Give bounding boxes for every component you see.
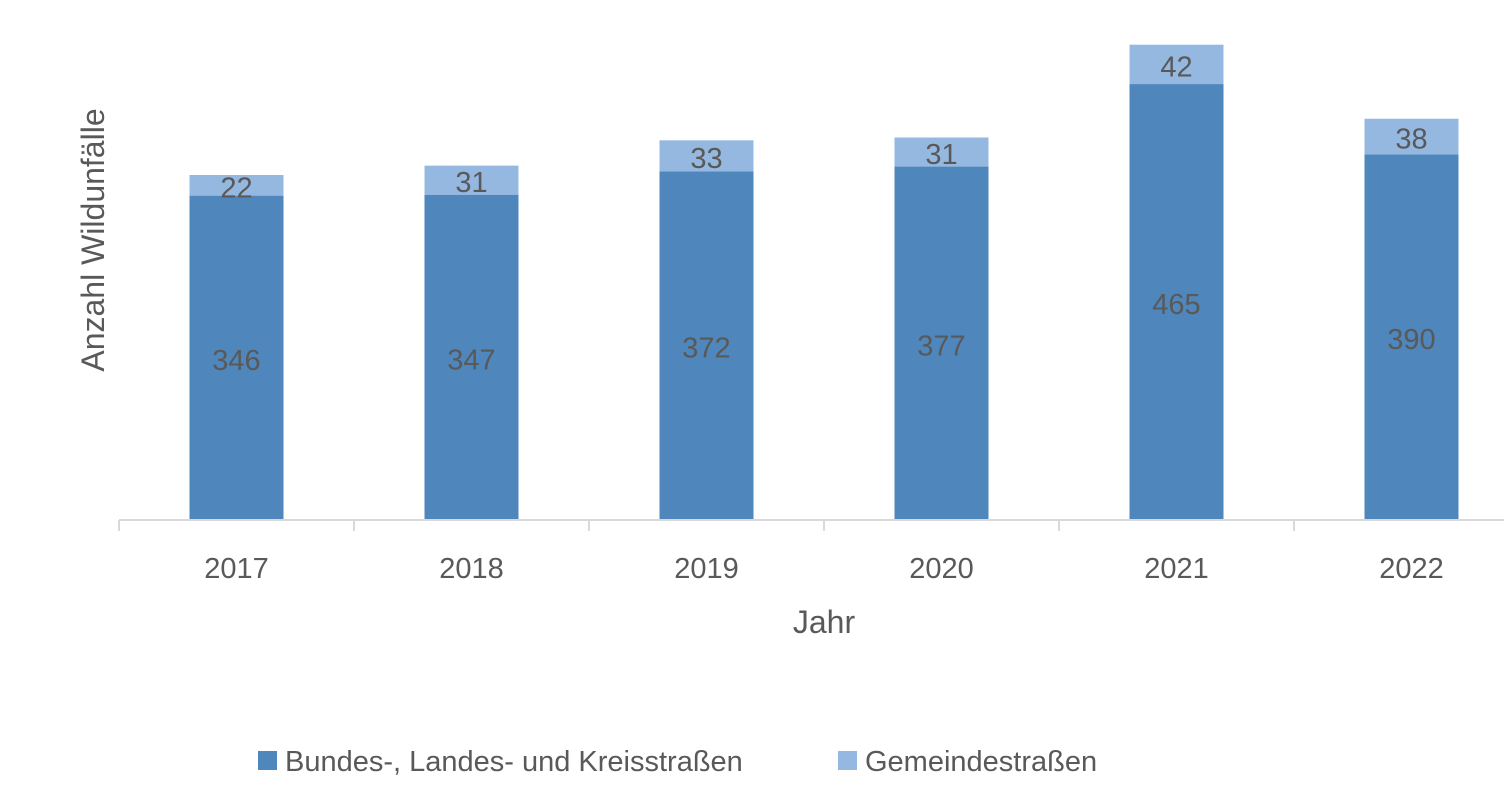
bar-gemeinde-2019 — [659, 140, 754, 172]
data-label-bundes-2019: 372 — [682, 333, 730, 365]
x-tick-label-2018: 2018 — [439, 553, 504, 585]
x-tick-label-2021: 2021 — [1144, 553, 1209, 585]
bar-bundes-2019 — [659, 171, 754, 520]
bar-bundes-2018 — [424, 194, 519, 520]
data-label-gemeinde-2017: 22 — [220, 172, 252, 204]
bar-gemeinde-2020 — [894, 137, 989, 167]
data-label-bundes-2021: 465 — [1152, 289, 1200, 321]
x-axis-ticks — [118, 520, 1295, 531]
data-label-bundes-2017: 346 — [212, 345, 260, 377]
data-label-gemeinde-2018: 31 — [455, 167, 487, 199]
bar-bundes-2017 — [189, 195, 284, 520]
data-label-bundes-2018: 347 — [447, 344, 495, 376]
bar-bundes-2022 — [1364, 154, 1459, 520]
x-tick-label-2019: 2019 — [674, 553, 739, 585]
legend-label-bundes: Bundes-, Landes- und Kreisstraßen — [285, 746, 743, 778]
x-tick-label-2017: 2017 — [204, 553, 269, 585]
x-axis-title: Jahr — [793, 604, 856, 640]
legend-swatch-gemeinde — [838, 751, 857, 770]
x-tick-label-2022: 2022 — [1379, 553, 1444, 585]
bar-gemeinde-2022 — [1364, 118, 1459, 155]
x-tick-label-2020: 2020 — [909, 553, 974, 585]
bars-group: 346 22 347 31 372 33 377 31 465 42 390 38 — [189, 44, 1459, 520]
legend-swatch-bundes — [258, 751, 277, 770]
data-label-gemeinde-2020: 31 — [925, 139, 957, 171]
bar-gemeinde-2017 — [189, 175, 284, 196]
x-tick-labels: 2017 2018 2019 2020 2021 2022 — [204, 553, 1444, 585]
data-label-gemeinde-2019: 33 — [690, 143, 722, 175]
data-label-gemeinde-2022: 38 — [1395, 124, 1427, 156]
bar-gemeinde-2018 — [424, 165, 519, 195]
legend: Bundes-, Landes- und Kreisstraßen Gemein… — [258, 746, 1097, 778]
data-label-bundes-2022: 390 — [1387, 324, 1435, 356]
bar-gemeinde-2021 — [1129, 44, 1224, 85]
bar-bundes-2021 — [1129, 84, 1224, 520]
data-label-bundes-2020: 377 — [917, 330, 965, 362]
bar-bundes-2020 — [894, 166, 989, 520]
data-label-gemeinde-2021: 42 — [1160, 51, 1192, 83]
y-axis-title: Anzahl Wildunfälle — [75, 108, 111, 371]
legend-label-gemeinde: Gemeindestraßen — [865, 746, 1097, 778]
